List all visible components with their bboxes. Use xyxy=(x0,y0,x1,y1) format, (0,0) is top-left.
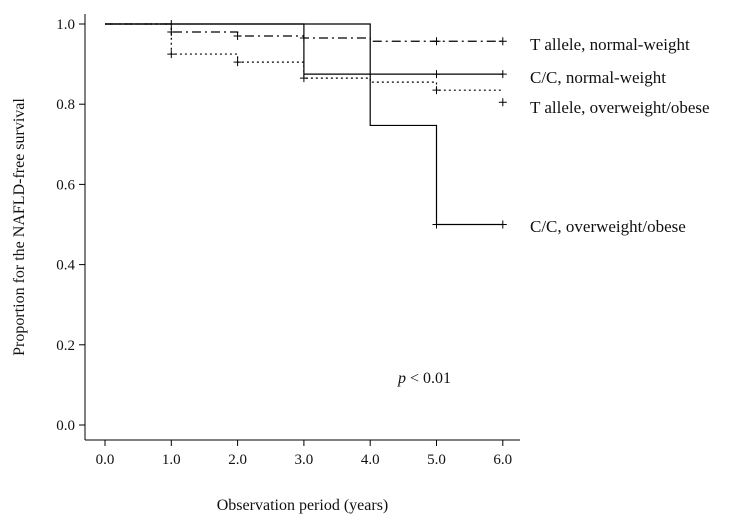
p-value-text: < 0.01 xyxy=(406,370,451,387)
censor-mark xyxy=(432,86,441,95)
series-label: C/C, overweight/obese xyxy=(530,217,686,236)
censor-mark xyxy=(299,74,308,83)
p-value-annotation: p < 0.01 xyxy=(397,370,451,387)
y-ticks: 0.0 0.2 0.4 0.6 0.8 1.0 xyxy=(56,17,85,434)
censor-mark xyxy=(498,37,507,46)
y-tick-label: 0.4 xyxy=(56,258,75,274)
series-label: C/C, normal-weight xyxy=(530,68,666,87)
p-value-symbol: p xyxy=(397,370,406,387)
censor-mark xyxy=(233,32,242,41)
series-labels: T allele, normal-weight C/C, normal-weigh… xyxy=(530,35,710,236)
y-tick-label: 0.2 xyxy=(56,338,75,354)
x-tick-label: 0.0 xyxy=(96,452,115,468)
x-tick-label: 5.0 xyxy=(427,452,446,468)
y-tick-label: 0.8 xyxy=(56,97,75,113)
censor-mark xyxy=(498,98,507,107)
censor-mark xyxy=(233,58,242,67)
series-line-2 xyxy=(105,23,503,91)
censor-mark xyxy=(498,220,507,229)
x-tick-label: 6.0 xyxy=(493,452,512,468)
series-label: T allele, overweight/obese xyxy=(530,98,710,117)
y-tick-label: 0.0 xyxy=(56,418,75,434)
axes xyxy=(84,14,520,441)
censor-mark xyxy=(432,220,441,229)
y-tick-label: 0.6 xyxy=(56,177,75,193)
x-ticks: 0.0 1.0 2.0 3.0 4.0 5.0 6.0 xyxy=(96,440,512,468)
x-tick-label: 2.0 xyxy=(228,452,247,468)
censor-mark xyxy=(498,70,507,79)
y-tick-label: 1.0 xyxy=(56,17,75,33)
survival-curves xyxy=(105,20,507,229)
x-tick-label: 4.0 xyxy=(361,452,380,468)
censor-mark xyxy=(432,70,441,79)
y-axis-title: Proportion for the NAFLD-free survival xyxy=(11,98,28,356)
series-label: T allele, normal-weight xyxy=(530,35,690,54)
x-tick-label: 1.0 xyxy=(162,452,181,468)
x-axis-title: Observation period (years) xyxy=(217,497,389,514)
censor-mark xyxy=(432,37,441,46)
censor-mark xyxy=(167,50,176,59)
x-tick-label: 3.0 xyxy=(295,452,314,468)
